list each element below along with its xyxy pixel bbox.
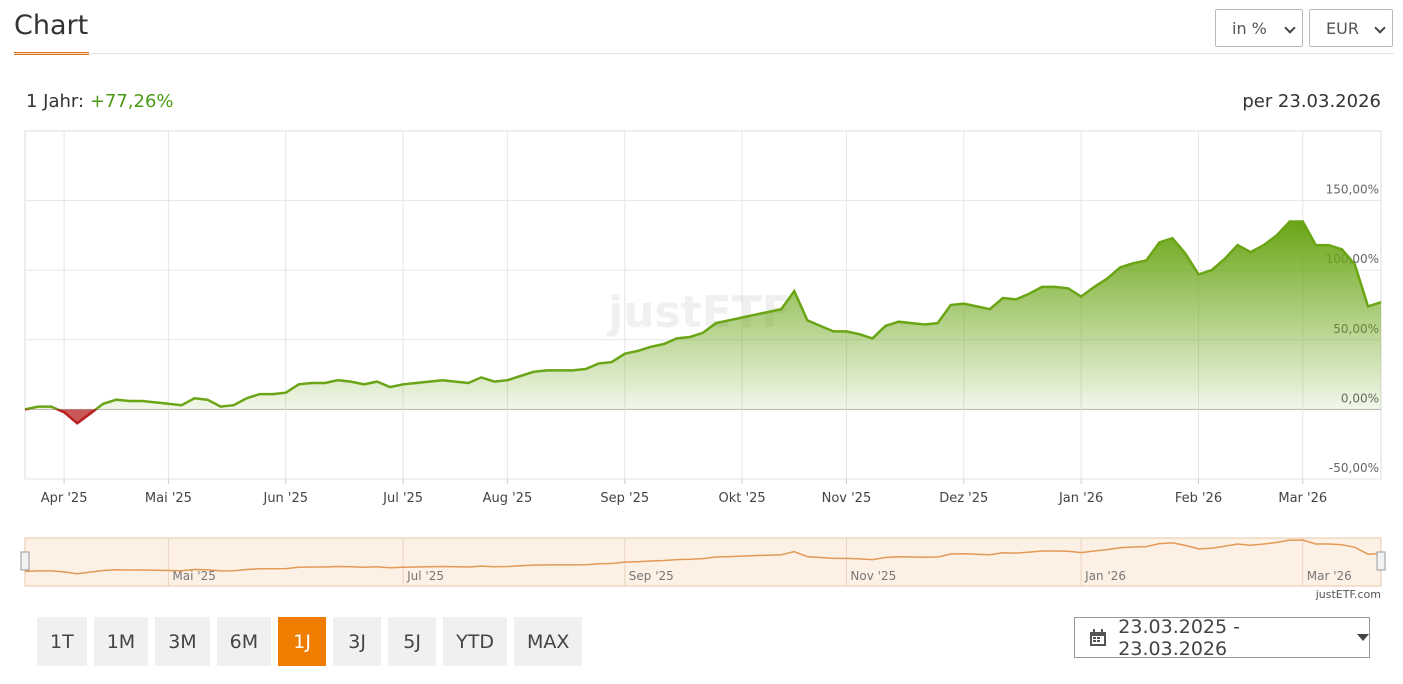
section-title: Chart: [14, 10, 89, 41]
currency-select[interactable]: EUR: [1309, 9, 1393, 47]
range-buttons: 1T 1M 3M 6M 1J 3J 5J YTD MAX: [37, 617, 583, 666]
x-tick-label: Mai '25: [145, 491, 192, 506]
navigator-handle[interactable]: [20, 551, 30, 571]
navigator-label: Jan '26: [1084, 569, 1126, 583]
range-button[interactable]: 3M: [155, 617, 210, 666]
x-tick-label: Okt '25: [719, 491, 766, 506]
range-button[interactable]: 5J: [388, 617, 437, 666]
x-tick-label: Apr '25: [41, 491, 88, 506]
range-button[interactable]: 1J: [278, 617, 327, 666]
x-tick-label: Jul '25: [382, 491, 423, 506]
calendar-icon: [1090, 628, 1106, 646]
navigator-handle[interactable]: [1376, 551, 1386, 571]
x-tick-label: Aug '25: [483, 491, 533, 506]
date-range-picker[interactable]: 23.03.2025 - 23.03.2026: [1074, 615, 1370, 660]
x-tick-label: Feb '26: [1175, 491, 1222, 506]
navigator-label: Jul '25: [406, 569, 444, 583]
performance: 1 Jahr: +77,26%: [26, 91, 174, 112]
navigator-line: [24, 539, 1382, 575]
navigator[interactable]: [24, 537, 1382, 587]
unit-select[interactable]: in %: [1215, 9, 1303, 47]
period-label: 1 Jahr:: [26, 91, 85, 112]
x-tick-label: Nov '25: [822, 491, 872, 506]
line-positive: [24, 220, 1382, 410]
y-tick-label: 150,00%: [1326, 183, 1379, 197]
date-range: 23.03.2025 - 23.03.2026: [1118, 615, 1240, 660]
range-button[interactable]: 3J: [333, 617, 382, 666]
header-divider: [14, 53, 1394, 54]
range-button[interactable]: MAX: [514, 617, 583, 666]
navigator-label: Mai '25: [172, 569, 215, 583]
y-tick-label: -50,00%: [1329, 461, 1379, 475]
navigator-label: Mar '26: [1307, 569, 1352, 583]
area-positive: [25, 221, 1381, 410]
as-of-date: per 23.03.2026: [1242, 91, 1381, 112]
x-tick-label: Jan '26: [1058, 491, 1103, 506]
range-button[interactable]: 1M: [93, 617, 149, 666]
x-tick-label: Mar '26: [1278, 491, 1327, 506]
range-button[interactable]: YTD: [443, 617, 507, 666]
caret: [1357, 633, 1370, 641]
range-button[interactable]: 6M: [216, 617, 272, 666]
range-button[interactable]: 1T: [37, 617, 87, 666]
period-value: +77,26%: [89, 91, 174, 112]
credit: justETF.com: [1315, 588, 1381, 601]
x-tick-label: Dez '25: [939, 491, 988, 506]
navigator-label: Nov '25: [850, 569, 896, 583]
x-tick-label: Sep '25: [600, 491, 649, 506]
navigator-label: Sep '25: [629, 569, 674, 583]
x-tick-label: Jun '25: [262, 491, 308, 506]
